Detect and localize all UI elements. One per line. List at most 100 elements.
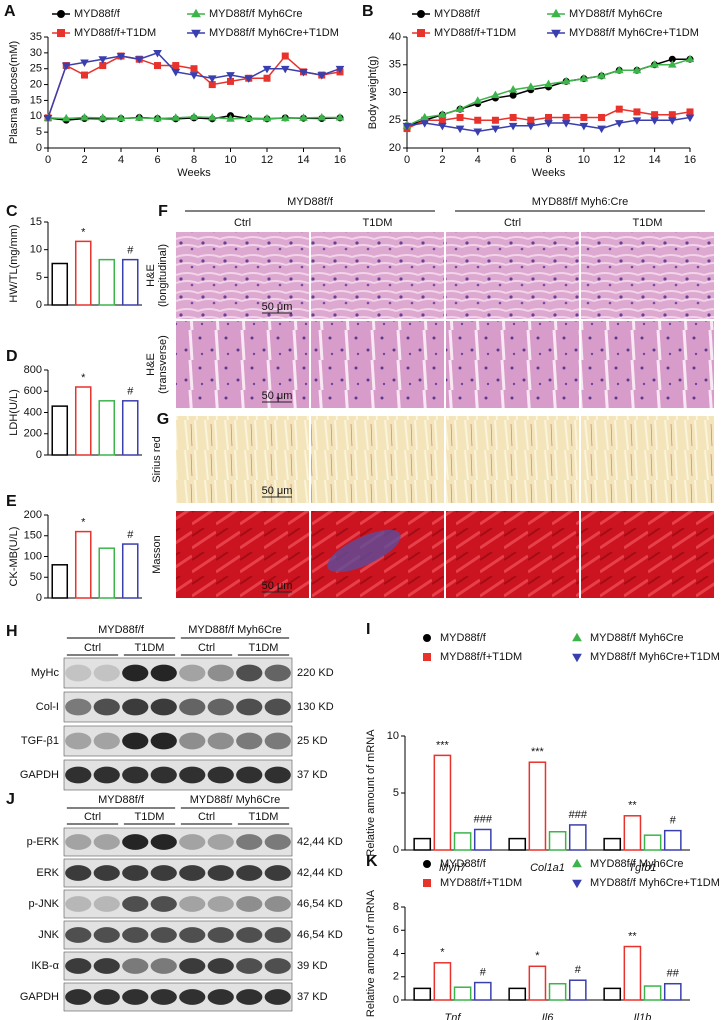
row-label: JNK xyxy=(38,929,59,941)
legend-marker xyxy=(57,29,65,37)
band xyxy=(236,896,263,912)
point xyxy=(207,75,217,83)
significance: * xyxy=(81,517,86,529)
point xyxy=(438,110,447,118)
point xyxy=(154,62,161,70)
y-tick-label: 4 xyxy=(393,947,399,959)
band xyxy=(207,958,234,974)
point xyxy=(43,114,53,123)
band xyxy=(179,896,206,912)
panel-letter: A xyxy=(4,3,16,20)
point xyxy=(61,62,71,71)
band xyxy=(236,989,263,1005)
x-tick-label: Tnf xyxy=(445,1012,462,1020)
point xyxy=(98,56,108,64)
x-tick-label: 0 xyxy=(404,154,410,166)
y-tick-label: 100 xyxy=(24,550,42,562)
panel-letter: J xyxy=(6,791,15,808)
point xyxy=(153,113,162,122)
point xyxy=(244,75,254,83)
x-tick-label: 0 xyxy=(45,154,51,166)
point xyxy=(402,122,412,131)
y-tick-label: 0 xyxy=(36,592,42,604)
histology-image xyxy=(176,416,309,503)
point xyxy=(455,104,465,113)
point xyxy=(545,113,552,121)
band xyxy=(93,698,120,716)
legend-label: MYD88f/f Myh6Cre+T1DM xyxy=(209,27,339,39)
band xyxy=(264,732,291,750)
bar xyxy=(453,986,472,1001)
band xyxy=(264,664,291,682)
band xyxy=(122,927,149,943)
column-label: T1DM xyxy=(633,217,663,229)
point xyxy=(615,105,623,113)
legend-marker xyxy=(572,879,582,889)
band xyxy=(122,834,149,850)
significance: ### xyxy=(569,809,588,821)
point xyxy=(420,112,430,121)
band xyxy=(65,732,92,750)
significance: *** xyxy=(531,746,545,758)
significance: * xyxy=(535,950,540,962)
bar xyxy=(74,530,92,599)
point xyxy=(509,91,517,99)
column-label: Ctrl xyxy=(198,811,215,823)
band xyxy=(65,989,92,1005)
point xyxy=(473,96,483,104)
point xyxy=(508,85,518,93)
row-label: ERK xyxy=(36,867,59,879)
row-label: TGF-β1 xyxy=(21,735,59,747)
significance: ## xyxy=(667,968,680,980)
point xyxy=(61,113,71,122)
band xyxy=(179,958,206,974)
band xyxy=(236,766,263,784)
panel-letter: B xyxy=(362,3,374,20)
histology-image xyxy=(311,416,444,503)
band-size: 130 KD xyxy=(297,701,334,713)
y-tick-label: 600 xyxy=(24,385,42,397)
point xyxy=(116,113,126,122)
band xyxy=(179,834,206,850)
group-label: MYD88f/f Myh6:Cre xyxy=(532,196,629,208)
bar xyxy=(74,386,92,456)
x-tick-label: 6 xyxy=(510,154,516,166)
column-label: Ctrl xyxy=(504,217,521,229)
column-label: T1DM xyxy=(135,811,165,823)
point xyxy=(491,116,499,124)
histology-image xyxy=(446,232,579,319)
row-label: Masson xyxy=(151,535,163,574)
bar xyxy=(74,240,92,306)
point xyxy=(438,122,447,131)
y-tick-label: 200 xyxy=(24,428,42,440)
band xyxy=(207,698,234,716)
y-tick-label: 10 xyxy=(30,110,42,122)
band xyxy=(207,664,234,682)
band-size: 37 KD xyxy=(297,769,328,781)
column-label: T1DM xyxy=(249,811,279,823)
legend-label: MYD88f/f Myh6Cre xyxy=(209,8,303,20)
point xyxy=(335,112,345,121)
band xyxy=(264,834,291,850)
band xyxy=(65,896,92,912)
row-label: H&E xyxy=(145,353,157,376)
y-tick-label: 30 xyxy=(30,47,42,59)
band xyxy=(264,927,291,943)
x-tick-label: 12 xyxy=(613,154,625,166)
band xyxy=(236,732,263,750)
row-label: MyHc xyxy=(31,667,60,679)
band xyxy=(122,989,149,1005)
legend-marker xyxy=(417,29,425,37)
band xyxy=(179,698,206,716)
group-label: MYD88f/f xyxy=(98,794,145,806)
point xyxy=(134,56,144,64)
legend-label: MYD88f/f xyxy=(440,632,487,644)
y-tick-label: 0 xyxy=(393,994,399,1006)
point xyxy=(651,111,659,119)
scale-bar-label: 50 μm xyxy=(262,301,293,313)
histology-image xyxy=(581,232,714,319)
point xyxy=(80,59,89,67)
point xyxy=(632,65,642,74)
point xyxy=(172,62,180,70)
point xyxy=(650,60,659,68)
